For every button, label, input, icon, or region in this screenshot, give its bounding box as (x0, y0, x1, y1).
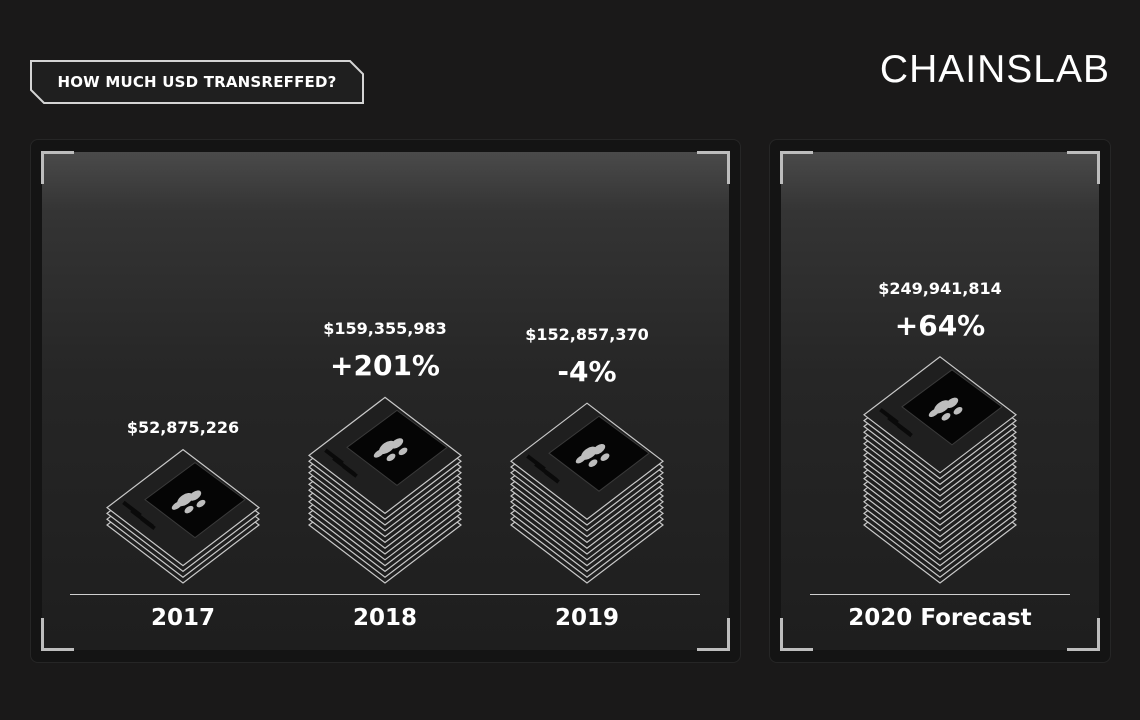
x-tick-label: 2020 Forecast (848, 605, 1032, 631)
corner-bracket (1067, 618, 1100, 651)
data-label-change: -4% (557, 355, 617, 389)
title-badge-frame (30, 60, 364, 104)
corner-bracket (41, 151, 74, 184)
x-tick-label: 2017 (150, 605, 215, 631)
data-label-value: $152,857,370 (525, 325, 649, 345)
title-badge: HOW MUCH USD TRANSREFFED? (30, 60, 364, 104)
data-label-value: $52,875,226 (126, 417, 240, 437)
x-tick-label: 2019 (554, 605, 619, 631)
forecast-baseline (810, 594, 1070, 595)
corner-bracket (1067, 151, 1100, 184)
corner-bracket (780, 618, 813, 651)
bar-stack (106, 448, 260, 584)
corner-bracket (41, 618, 74, 651)
bar-stack (308, 396, 462, 584)
corner-bracket (697, 618, 730, 651)
bar-stack (863, 356, 1017, 584)
chart-title: HOW MUCH USD TRANSREFFED? (57, 73, 337, 91)
data-label-change: +64% (894, 308, 986, 342)
data-label-change: +201% (330, 349, 440, 383)
bar-stack (510, 402, 664, 584)
chainslab-logo: CHAINSLAB (879, 48, 1110, 91)
corner-bracket (780, 151, 813, 184)
corner-bracket (697, 151, 730, 184)
history-baseline (70, 594, 700, 595)
x-tick-label: 2018 (352, 605, 417, 631)
data-label-value: $159,355,983 (323, 319, 447, 339)
data-label-value: $249,941,814 (878, 278, 1002, 298)
